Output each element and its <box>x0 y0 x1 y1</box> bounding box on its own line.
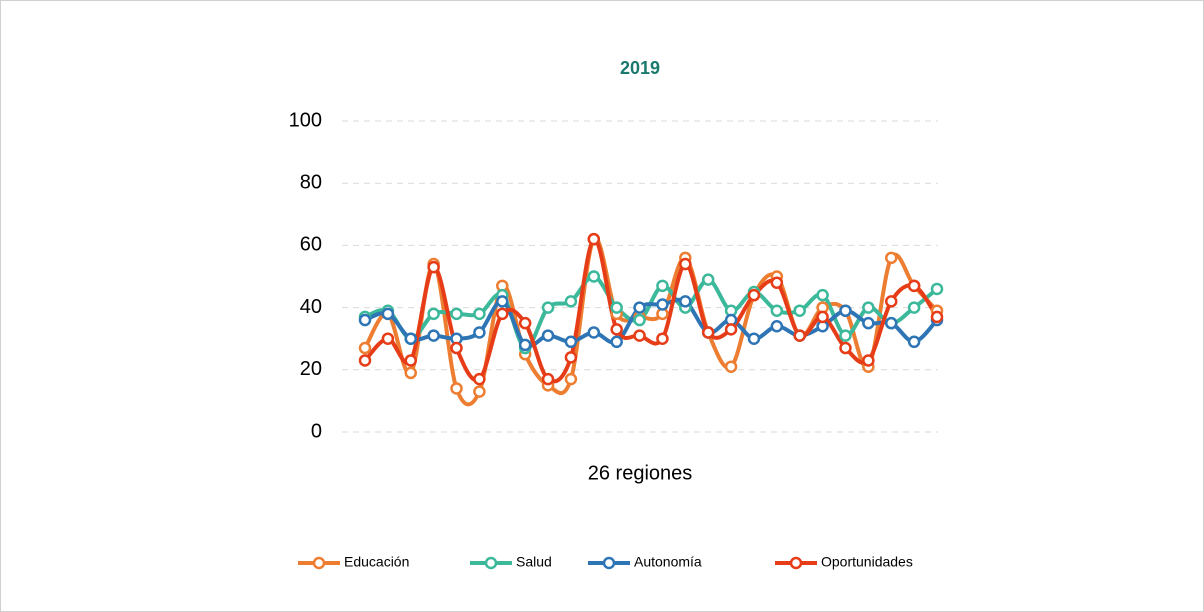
data-point <box>656 279 669 293</box>
data-point <box>564 295 578 308</box>
data-point <box>587 232 601 246</box>
data-point <box>907 279 921 293</box>
data-point <box>473 385 486 398</box>
legend-label: Salud <box>516 554 552 570</box>
data-point <box>793 329 806 342</box>
data-point <box>701 273 715 286</box>
data-point <box>930 310 944 324</box>
data-point <box>884 316 898 330</box>
data-point <box>427 329 440 342</box>
data-point <box>496 295 509 308</box>
data-point <box>770 304 784 317</box>
data-point <box>404 366 418 380</box>
data-point <box>404 354 418 367</box>
data-point <box>747 288 761 302</box>
data-point <box>450 307 463 321</box>
data-point <box>610 323 623 336</box>
data-point <box>541 301 555 314</box>
data-point <box>862 316 875 330</box>
data-point <box>564 335 578 349</box>
data-point <box>450 382 463 395</box>
data-point <box>862 354 875 367</box>
data-point <box>404 332 418 345</box>
data-point <box>724 360 738 373</box>
data-point <box>862 301 875 314</box>
data-point <box>381 332 395 345</box>
y-tick-label: 20 <box>300 358 322 380</box>
data-point <box>358 354 372 367</box>
data-point <box>358 341 372 355</box>
data-point <box>358 313 372 327</box>
legend-marker <box>789 556 803 570</box>
x-axis-label: 26 regiones <box>588 462 693 484</box>
data-point <box>518 338 532 352</box>
data-point <box>518 316 532 330</box>
data-point <box>839 341 852 355</box>
data-point <box>839 329 852 342</box>
data-point <box>884 251 898 265</box>
legend-marker <box>602 556 616 570</box>
data-point <box>656 332 669 345</box>
data-point <box>610 335 623 349</box>
data-point <box>473 372 486 386</box>
data-point <box>839 304 852 317</box>
legend-label: Autonomía <box>634 554 702 570</box>
data-point <box>793 304 806 317</box>
data-point <box>473 326 486 339</box>
data-point <box>496 307 509 321</box>
data-point <box>633 329 646 342</box>
data-point <box>701 326 715 339</box>
data-point <box>724 323 738 336</box>
data-point <box>770 276 784 289</box>
data-point <box>816 310 829 324</box>
y-tick-label: 0 <box>311 420 322 442</box>
data-point <box>679 257 692 271</box>
data-point <box>907 301 921 314</box>
y-tick-label: 80 <box>300 171 322 193</box>
legend-label: Oportunidades <box>821 554 913 570</box>
data-point <box>884 295 898 308</box>
data-point <box>564 372 578 386</box>
data-point <box>610 301 623 314</box>
data-point <box>656 298 669 311</box>
data-point <box>747 332 761 345</box>
data-point <box>930 282 944 296</box>
data-point <box>633 313 646 327</box>
y-tick-label: 60 <box>300 234 322 256</box>
y-tick-label: 40 <box>300 296 322 318</box>
data-point <box>381 307 395 321</box>
data-point <box>427 260 440 274</box>
data-point <box>450 341 463 355</box>
data-point <box>587 326 601 339</box>
data-point <box>587 270 601 283</box>
y-tick-label: 100 <box>289 109 322 131</box>
data-point <box>564 351 578 364</box>
data-point <box>541 329 555 342</box>
data-point <box>633 301 646 314</box>
data-point <box>427 307 440 321</box>
legend-label: Educación <box>344 554 409 570</box>
data-point <box>816 288 829 302</box>
data-point <box>541 372 555 386</box>
legend-marker <box>484 556 498 570</box>
data-point <box>679 295 692 308</box>
chart-title: 2019 <box>620 58 660 78</box>
legend-marker <box>312 556 326 570</box>
data-point <box>770 320 784 333</box>
data-point <box>473 307 486 321</box>
data-point <box>907 335 921 349</box>
